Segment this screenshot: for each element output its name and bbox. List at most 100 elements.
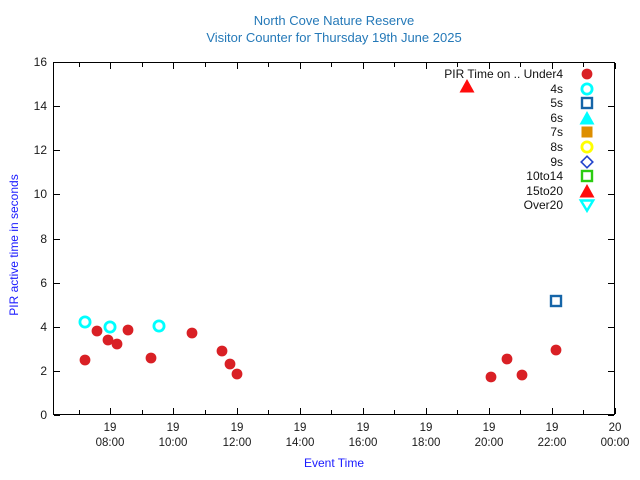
data-point-Under4	[76, 351, 94, 369]
legend-label-Over20: Over20	[523, 198, 563, 213]
y-axis-tick	[54, 327, 60, 328]
y-tick-label: 4	[40, 320, 47, 334]
x-axis-minor-tick	[79, 410, 80, 414]
data-point-Under4	[221, 355, 239, 373]
x-tick-label: 19 10:00	[158, 422, 188, 449]
y-axis-tick	[54, 194, 60, 195]
legend-label-8s: 8s	[550, 140, 563, 154]
x-axis-minor-tick	[331, 63, 332, 67]
x-axis-minor-tick	[457, 63, 458, 67]
y-axis-tick	[54, 150, 60, 151]
x-axis-minor-tick	[205, 63, 206, 67]
x-axis-major-tick	[110, 408, 111, 414]
x-axis-minor-tick	[331, 410, 332, 414]
x-tick-label: 20 00:00	[600, 422, 630, 449]
legend-marker-Under4-icon	[578, 65, 596, 83]
x-axis-major-tick	[300, 63, 301, 69]
y-tick-label: 0	[40, 408, 47, 422]
x-tick-label: 19 08:00	[95, 422, 125, 449]
y-axis-tick	[608, 239, 614, 240]
x-axis-minor-tick	[583, 63, 584, 67]
legend-marker-8s-icon	[578, 138, 596, 156]
x-axis-major-tick	[110, 63, 111, 69]
y-axis-label: PIR active time in seconds	[7, 174, 21, 316]
chart-title: North Cove Nature Reserve	[253, 13, 415, 28]
x-axis-major-tick	[489, 408, 490, 414]
x-axis-major-tick	[300, 408, 301, 414]
legend-label-Under4: PIR Time on .. Under4	[444, 67, 563, 81]
legend-label-10to14: 10to14	[526, 169, 563, 184]
data-point-4s	[101, 318, 119, 336]
x-axis-minor-tick	[394, 63, 395, 67]
x-axis-major-tick	[552, 63, 553, 69]
legend-marker-15to20-icon	[578, 182, 596, 200]
y-tick-label: 8	[40, 232, 47, 246]
x-axis-minor-tick	[394, 410, 395, 414]
x-axis-minor-tick	[268, 410, 269, 414]
x-axis-major-tick	[237, 63, 238, 69]
x-axis-major-tick	[615, 408, 616, 414]
x-tick-label: 19 22:00	[537, 422, 567, 449]
x-tick-label: 19 16:00	[348, 422, 378, 449]
x-axis-major-tick	[615, 63, 616, 69]
y-axis-tick	[54, 415, 60, 416]
x-axis-major-tick	[237, 408, 238, 414]
data-point-Under4	[213, 342, 231, 360]
x-axis-minor-tick	[142, 63, 143, 67]
legend-marker-Over20-icon	[578, 196, 596, 214]
y-axis-tick	[608, 371, 614, 372]
y-axis-tick	[54, 371, 60, 372]
data-point-Under4	[498, 350, 516, 368]
x-tick-label: 19 12:00	[222, 422, 252, 449]
x-axis-minor-tick	[205, 410, 206, 414]
data-point-Under4	[142, 349, 160, 367]
x-axis-minor-tick	[79, 63, 80, 67]
x-tick-label: 19 20:00	[474, 422, 504, 449]
legend-marker-4s-icon	[578, 80, 596, 98]
y-axis-tick	[608, 415, 614, 416]
y-axis-tick	[54, 283, 60, 284]
x-axis-major-tick	[173, 408, 174, 414]
legend-label-6s: 6s	[550, 110, 563, 125]
data-point-Under4	[228, 365, 246, 383]
y-axis-tick	[608, 62, 614, 63]
y-axis-tick	[608, 106, 614, 107]
x-axis-major-tick	[552, 408, 553, 414]
y-axis-tick	[608, 283, 614, 284]
x-axis-minor-tick	[520, 410, 521, 414]
legend-marker-9s-icon	[578, 153, 596, 171]
legend-label-9s: 9s	[550, 154, 563, 169]
y-axis-tick	[54, 62, 60, 63]
chart-subtitle: Visitor Counter for Thursday 19th June 2…	[206, 30, 462, 45]
x-axis-major-tick	[363, 63, 364, 69]
data-point-Under4	[183, 324, 201, 342]
data-point-Under4	[482, 368, 500, 386]
x-tick-label: 19 14:00	[285, 422, 315, 449]
legend-label-15to20: 15to20	[526, 183, 563, 198]
legend-label-7s: 7s	[550, 125, 563, 140]
y-tick-label: 16	[33, 55, 47, 69]
chart-title-block: North Cove Nature Reserve Visitor Counte…	[53, 12, 615, 46]
legend-label-5s: 5s	[550, 96, 563, 111]
data-point-5s	[547, 292, 565, 310]
x-axis-major-tick	[426, 408, 427, 414]
y-axis-tick	[608, 150, 614, 151]
x-axis-major-tick	[173, 63, 174, 69]
x-axis-major-tick	[489, 63, 490, 69]
data-point-Under4	[513, 366, 531, 384]
x-tick-label: 19 18:00	[411, 422, 441, 449]
data-point-Under4	[88, 322, 106, 340]
data-point-Under4	[119, 321, 137, 339]
x-axis-minor-tick	[457, 410, 458, 414]
y-tick-label: 6	[40, 276, 47, 290]
data-point-4s	[150, 317, 168, 335]
x-axis-minor-tick	[583, 410, 584, 414]
data-point-4s	[76, 313, 94, 331]
y-axis-tick	[54, 239, 60, 240]
x-axis-major-tick	[363, 408, 364, 414]
x-axis-minor-tick	[142, 410, 143, 414]
y-tick-label: 10	[33, 187, 47, 201]
legend-marker-10to14-icon	[578, 167, 596, 185]
legend-label-4s: 4s	[550, 81, 563, 96]
